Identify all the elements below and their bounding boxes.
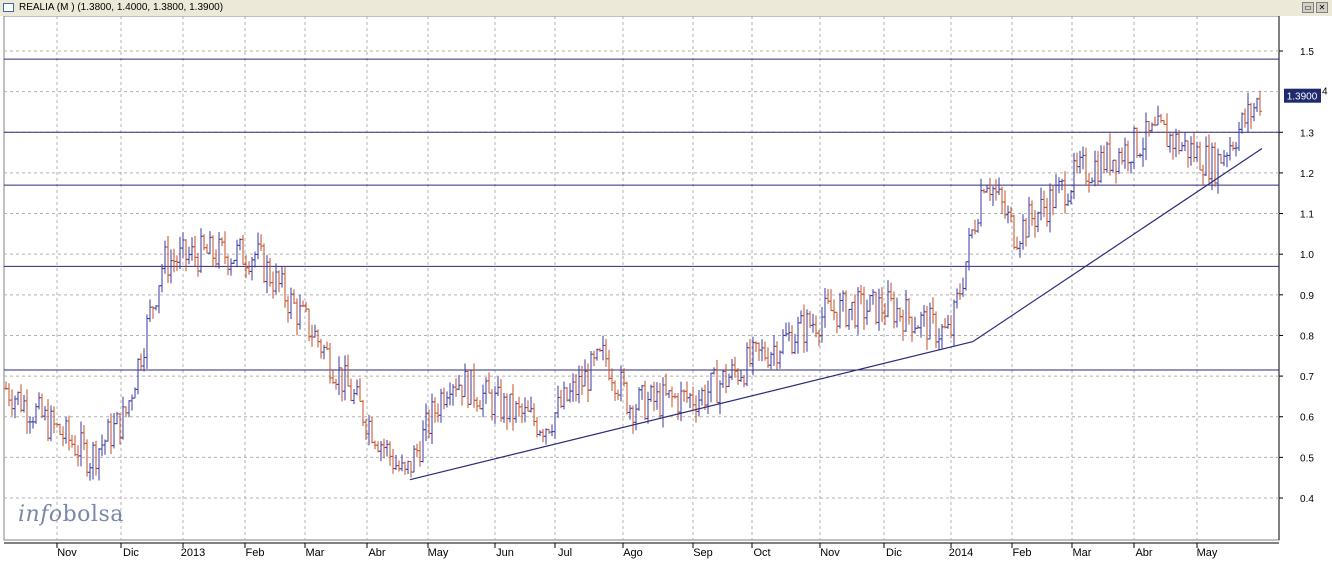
x-tick-label: 2014 [949, 547, 973, 559]
y-tick-label: 1.2 [1300, 169, 1314, 180]
x-tick-label: Mar [1073, 547, 1092, 559]
close-button[interactable]: ✕ [1316, 2, 1328, 13]
x-tick-label: Abr [368, 547, 385, 559]
last-price-tag [1284, 88, 1321, 103]
y-tick-label: 0.8 [1300, 331, 1314, 342]
logo-text-bolsa: bolsa [62, 502, 124, 527]
x-tick-label: Jul [558, 547, 572, 559]
x-tick-label: Feb [246, 547, 265, 559]
x-tick-label: 2013 [181, 547, 205, 559]
y-tick-label: 0.6 [1300, 413, 1314, 424]
last-price-value: 1.3900 [1287, 92, 1318, 103]
y-tick-label: 1.0 [1300, 250, 1314, 261]
title-bar: REALIA (M ) (1.3800, 1.4000, 1.3800, 1.3… [0, 0, 1332, 17]
y-tick-label: 0.5 [1300, 453, 1314, 464]
window-title: REALIA (M ) (1.3800, 1.4000, 1.3800, 1.3… [19, 2, 224, 13]
y-tick-label: 0.4 [1300, 494, 1314, 505]
x-tick-label: Mar [306, 547, 325, 559]
restore-button[interactable]: ▭ [1302, 2, 1314, 13]
x-tick-label: Feb [1013, 547, 1032, 559]
y-tick-label: 0.7 [1300, 372, 1314, 383]
x-tick-label: May [428, 547, 449, 559]
last-price-suffix: 4 [1322, 87, 1328, 98]
trendline-2 [972, 148, 1263, 343]
x-tick-label: Nov [820, 547, 840, 559]
x-tick-label: Jun [496, 547, 514, 559]
logo-text-info: info [18, 502, 63, 527]
x-tick-label: Sep [693, 547, 713, 559]
x-tick-label: Ago [623, 547, 643, 559]
y-tick-label: 1.1 [1300, 210, 1314, 221]
chart-area: 0.4 0.5 0.6 0.7 0.8 0.9 1.0 1.1 1.2 1.3 1.5 Nov Dic 2… [0, 16, 1332, 561]
x-tick-label: Dic [886, 547, 902, 559]
price-chart: 0.4 0.5 0.6 0.7 0.8 0.9 1.0 1.1 1.2 1.3 1.5 Nov Dic 2… [3, 16, 1328, 559]
x-tick-label: Abr [1135, 547, 1152, 559]
y-tick-label: 0.9 [1300, 291, 1314, 302]
x-tick-label: Nov [57, 547, 77, 559]
x-tick-label: May [1197, 547, 1218, 559]
x-tick-label: Dic [123, 547, 139, 559]
y-tick-label: 1.5 [1300, 47, 1314, 58]
plot-frame [3, 16, 1280, 541]
trendline-1 [409, 340, 974, 481]
infobolsa-logo: infobolsa [18, 502, 124, 527]
y-tick-label: 1.3 [1300, 128, 1314, 139]
chart-window-icon [3, 3, 14, 12]
x-tick-label: Oct [753, 547, 770, 559]
